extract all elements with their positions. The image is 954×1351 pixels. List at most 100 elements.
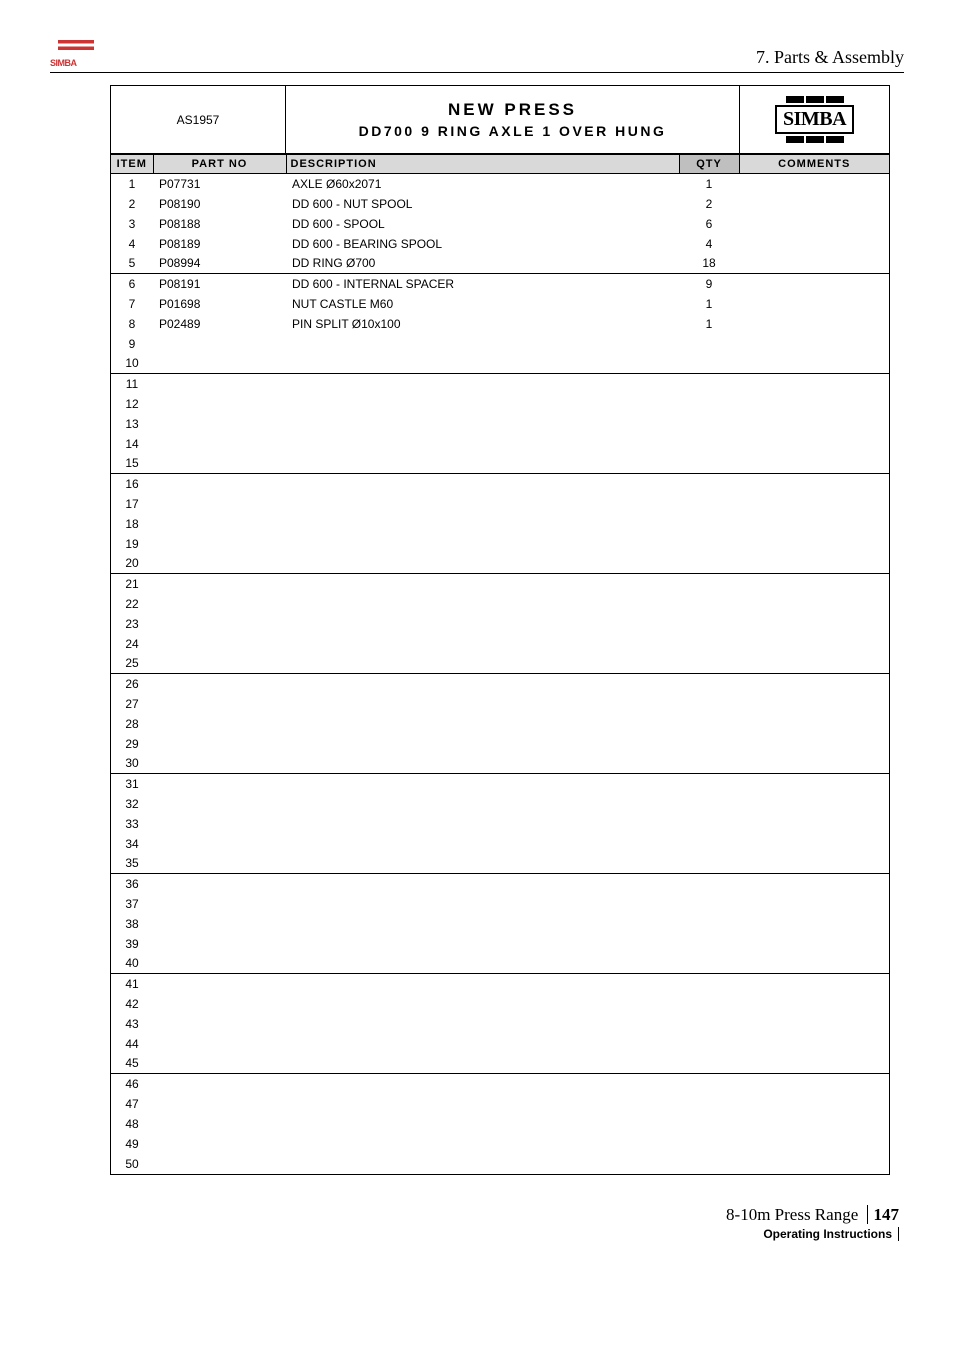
cell-item: 25 bbox=[111, 654, 153, 674]
cell-description bbox=[286, 1114, 679, 1134]
cell-comments bbox=[739, 1114, 889, 1134]
cell-item: 33 bbox=[111, 814, 153, 834]
cell-partno bbox=[153, 834, 286, 854]
cell-qty bbox=[679, 854, 739, 874]
cell-comments bbox=[739, 274, 889, 294]
table-row: 15 bbox=[111, 454, 889, 474]
cell-description bbox=[286, 1074, 679, 1094]
cell-partno bbox=[153, 694, 286, 714]
cell-item: 18 bbox=[111, 514, 153, 534]
cell-description bbox=[286, 374, 679, 394]
cell-qty bbox=[679, 1134, 739, 1154]
cell-item: 28 bbox=[111, 714, 153, 734]
table-row: 14 bbox=[111, 434, 889, 454]
cell-item: 40 bbox=[111, 954, 153, 974]
cell-item: 26 bbox=[111, 674, 153, 694]
simba-logo-text: SIMBA bbox=[775, 105, 854, 134]
table-row: 49 bbox=[111, 1134, 889, 1154]
cell-item: 7 bbox=[111, 294, 153, 314]
cell-comments bbox=[739, 1034, 889, 1054]
cell-comments bbox=[739, 434, 889, 454]
cell-item: 8 bbox=[111, 314, 153, 334]
table-row: 46 bbox=[111, 1074, 889, 1094]
cell-comments bbox=[739, 1154, 889, 1174]
cell-partno bbox=[153, 1054, 286, 1074]
cell-item: 2 bbox=[111, 194, 153, 214]
table-row: 1P07731AXLE Ø60x20711 bbox=[111, 174, 889, 194]
cell-item: 42 bbox=[111, 994, 153, 1014]
cell-comments bbox=[739, 1074, 889, 1094]
cell-description bbox=[286, 654, 679, 674]
cell-partno bbox=[153, 634, 286, 654]
cell-item: 6 bbox=[111, 274, 153, 294]
table-row: 11 bbox=[111, 374, 889, 394]
cell-comments bbox=[739, 734, 889, 754]
cell-description: DD RING Ø700 bbox=[286, 254, 679, 274]
cell-partno bbox=[153, 794, 286, 814]
cell-item: 21 bbox=[111, 574, 153, 594]
cell-qty bbox=[679, 974, 739, 994]
cell-item: 27 bbox=[111, 694, 153, 714]
cell-comments bbox=[739, 754, 889, 774]
cell-comments bbox=[739, 474, 889, 494]
cell-item: 13 bbox=[111, 414, 153, 434]
cell-partno bbox=[153, 494, 286, 514]
cell-comments bbox=[739, 1094, 889, 1114]
table-row: 41 bbox=[111, 974, 889, 994]
table-row: 27 bbox=[111, 694, 889, 714]
cell-qty bbox=[679, 574, 739, 594]
cell-description bbox=[286, 1014, 679, 1034]
cell-item: 47 bbox=[111, 1094, 153, 1114]
cell-description bbox=[286, 494, 679, 514]
cell-qty bbox=[679, 514, 739, 534]
cell-qty bbox=[679, 754, 739, 774]
table-row: 8P02489PIN SPLIT Ø10x1001 bbox=[111, 314, 889, 334]
cell-description: PIN SPLIT Ø10x100 bbox=[286, 314, 679, 334]
cell-qty bbox=[679, 634, 739, 654]
cell-comments bbox=[739, 374, 889, 394]
table-row: 3P08188DD 600 - SPOOL6 bbox=[111, 214, 889, 234]
table-row: 35 bbox=[111, 854, 889, 874]
cell-partno bbox=[153, 1134, 286, 1154]
parts-table-container: AS1957 NEW PRESS DD700 9 RING AXLE 1 OVE… bbox=[110, 85, 890, 1175]
cell-item: 32 bbox=[111, 794, 153, 814]
cell-comments bbox=[739, 914, 889, 934]
cell-qty bbox=[679, 934, 739, 954]
cell-comments bbox=[739, 974, 889, 994]
cell-item: 30 bbox=[111, 754, 153, 774]
cell-item: 23 bbox=[111, 614, 153, 634]
cell-qty bbox=[679, 994, 739, 1014]
cell-qty: 18 bbox=[679, 254, 739, 274]
table-row: 21 bbox=[111, 574, 889, 594]
cell-description bbox=[286, 1054, 679, 1074]
simba-small-logo: SIMBA bbox=[50, 40, 94, 68]
cell-item: 45 bbox=[111, 1054, 153, 1074]
cell-item: 50 bbox=[111, 1154, 153, 1174]
cell-description bbox=[286, 354, 679, 374]
cell-item: 38 bbox=[111, 914, 153, 934]
cell-comments bbox=[739, 654, 889, 674]
cell-comments bbox=[739, 1014, 889, 1034]
table-row: 25 bbox=[111, 654, 889, 674]
cell-description bbox=[286, 914, 679, 934]
cell-partno: P01698 bbox=[153, 294, 286, 314]
cell-item: 15 bbox=[111, 454, 153, 474]
table-row: 24 bbox=[111, 634, 889, 654]
cell-item: 44 bbox=[111, 1034, 153, 1054]
cell-description bbox=[286, 474, 679, 494]
cell-qty bbox=[679, 1154, 739, 1174]
cell-comments bbox=[739, 854, 889, 874]
col-header-item: ITEM bbox=[111, 155, 153, 174]
cell-partno bbox=[153, 914, 286, 934]
cell-description bbox=[286, 674, 679, 694]
cell-partno bbox=[153, 394, 286, 414]
cell-item: 24 bbox=[111, 634, 153, 654]
table-row: 18 bbox=[111, 514, 889, 534]
cell-item: 41 bbox=[111, 974, 153, 994]
cell-partno bbox=[153, 674, 286, 694]
cell-item: 14 bbox=[111, 434, 153, 454]
cell-comments bbox=[739, 694, 889, 714]
footer-doc-title: 8-10m Press Range bbox=[726, 1205, 858, 1224]
cell-qty: 1 bbox=[679, 294, 739, 314]
cell-qty bbox=[679, 434, 739, 454]
